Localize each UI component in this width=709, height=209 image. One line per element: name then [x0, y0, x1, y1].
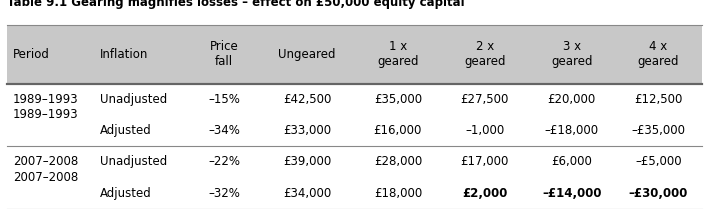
Bar — [7, 115, 94, 146]
Text: –£18,000: –£18,000 — [545, 124, 598, 137]
Bar — [94, 115, 189, 146]
Bar — [528, 84, 615, 115]
Bar — [7, 146, 94, 178]
Text: –34%: –34% — [208, 124, 240, 137]
Bar — [528, 115, 615, 146]
Text: –£35,000: –£35,000 — [632, 124, 686, 137]
Text: Unadjusted: Unadjusted — [99, 155, 167, 168]
Bar — [7, 178, 94, 209]
Text: Adjusted: Adjusted — [99, 187, 151, 200]
Text: £20,000: £20,000 — [547, 93, 596, 106]
Text: Table 9.1 Gearing magnifies losses – effect on £50,000 equity capital: Table 9.1 Gearing magnifies losses – eff… — [7, 0, 464, 9]
Text: £34,000: £34,000 — [283, 187, 331, 200]
Bar — [94, 146, 189, 178]
Text: 4 x
geared: 4 x geared — [637, 40, 679, 68]
Bar — [259, 25, 354, 84]
Bar — [7, 25, 94, 84]
Text: 1989–1993: 1989–1993 — [13, 108, 79, 121]
Bar — [7, 84, 94, 115]
Text: –32%: –32% — [208, 187, 240, 200]
Text: –£5,000: –£5,000 — [635, 155, 682, 168]
Text: 2007–2008: 2007–2008 — [13, 171, 78, 184]
Bar — [441, 146, 528, 178]
Bar — [441, 115, 528, 146]
Text: Price
fall: Price fall — [210, 40, 239, 68]
Text: £39,000: £39,000 — [283, 155, 331, 168]
Text: 3 x
geared: 3 x geared — [551, 40, 593, 68]
Bar — [94, 84, 189, 115]
Bar — [528, 178, 615, 209]
Text: Adjusted: Adjusted — [99, 124, 151, 137]
Bar — [259, 146, 354, 178]
Bar — [354, 25, 441, 84]
Text: £6,000: £6,000 — [551, 155, 592, 168]
Bar — [615, 178, 702, 209]
Bar — [354, 178, 441, 209]
Text: £12,500: £12,500 — [635, 93, 683, 106]
Bar — [94, 178, 189, 209]
Text: £33,000: £33,000 — [283, 124, 331, 137]
Bar — [189, 25, 259, 84]
Text: Unadjusted: Unadjusted — [99, 93, 167, 106]
Text: £18,000: £18,000 — [374, 187, 422, 200]
Text: 2 x
geared: 2 x geared — [464, 40, 506, 68]
Text: Ungeared: Ungeared — [279, 48, 336, 61]
Text: 1989–1993: 1989–1993 — [13, 93, 79, 106]
Bar — [615, 84, 702, 115]
Text: –£14,000: –£14,000 — [542, 187, 601, 200]
Bar — [528, 25, 615, 84]
Text: £28,000: £28,000 — [374, 155, 422, 168]
Text: 1 x
geared: 1 x geared — [377, 40, 419, 68]
Bar — [441, 84, 528, 115]
Bar — [259, 178, 354, 209]
Text: –15%: –15% — [208, 93, 240, 106]
Bar — [354, 146, 441, 178]
Bar — [7, 84, 94, 115]
Bar — [189, 146, 259, 178]
Bar — [189, 84, 259, 115]
Text: £16,000: £16,000 — [374, 124, 422, 137]
Text: £35,000: £35,000 — [374, 93, 422, 106]
Bar — [615, 146, 702, 178]
Bar — [354, 84, 441, 115]
Bar — [189, 178, 259, 209]
Bar — [259, 84, 354, 115]
Text: £27,500: £27,500 — [461, 93, 509, 106]
Text: –£30,000: –£30,000 — [629, 187, 688, 200]
Text: –1,000: –1,000 — [465, 124, 504, 137]
Bar — [528, 146, 615, 178]
Text: Period: Period — [13, 48, 50, 61]
Bar — [354, 115, 441, 146]
Bar — [94, 25, 189, 84]
Bar — [615, 115, 702, 146]
Bar — [441, 178, 528, 209]
Bar — [7, 146, 94, 178]
Bar — [441, 25, 528, 84]
Text: £17,000: £17,000 — [461, 155, 509, 168]
Text: £42,500: £42,500 — [283, 93, 331, 106]
Bar — [615, 25, 702, 84]
Text: £2,000: £2,000 — [462, 187, 508, 200]
Bar — [259, 115, 354, 146]
Bar — [7, 178, 94, 209]
Text: –22%: –22% — [208, 155, 240, 168]
Bar — [7, 115, 94, 146]
Text: 2007–2008: 2007–2008 — [13, 155, 78, 168]
Text: Inflation: Inflation — [99, 48, 148, 61]
Bar — [189, 115, 259, 146]
